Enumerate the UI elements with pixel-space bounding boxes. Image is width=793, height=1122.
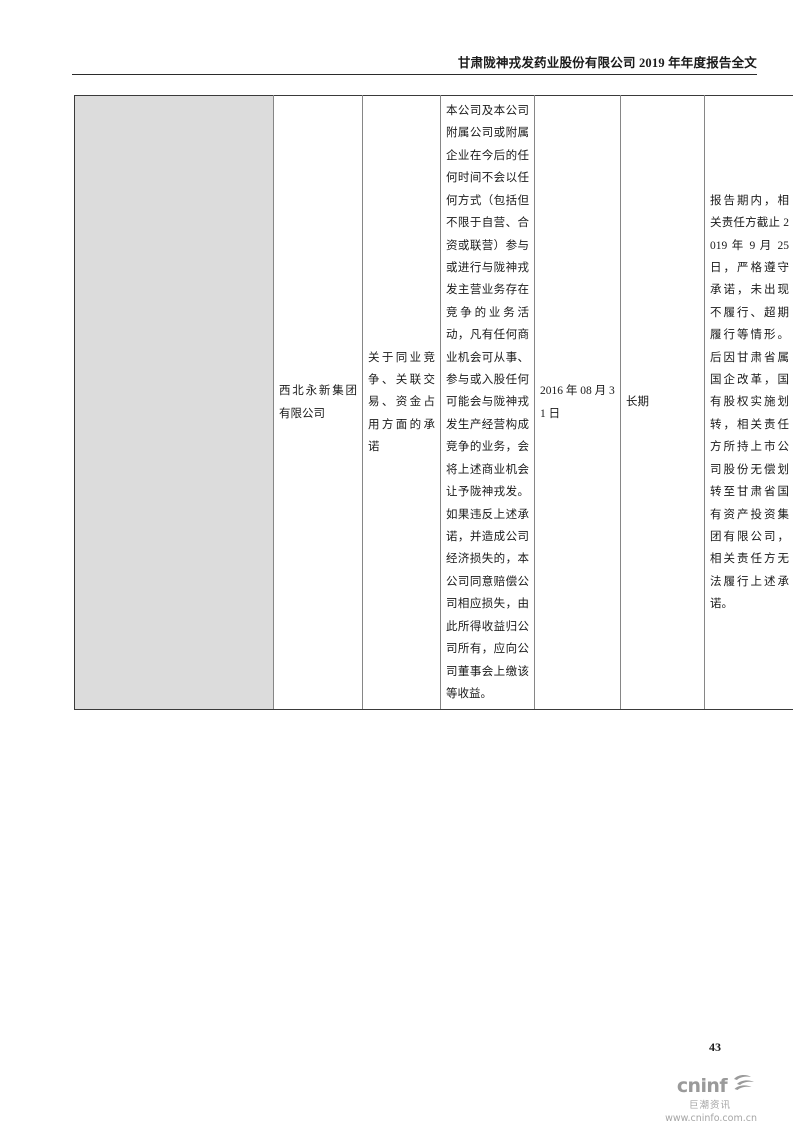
cninfo-logo: cninf 巨潮资讯 www.cninfo.com.cn <box>607 1073 757 1122</box>
table-cell-commitment-date: 2016 年 08 月 31 日 <box>534 94 621 711</box>
table-row: 西北永新集团有限公司 关于同业竞争、关联交易、资金占用方面的承诺 本公司及本公司… <box>74 94 793 711</box>
running-header-title: 甘肃陇神戎发药业股份有限公司 2019 年年度报告全文 <box>457 56 757 70</box>
logo-url: www.cninfo.com.cn <box>665 1113 757 1122</box>
page-number: 43 <box>709 1040 721 1054</box>
table-cell-commitment-type: 关于同业竞争、关联交易、资金占用方面的承诺 <box>362 94 441 711</box>
logo-chinese-name: 巨潮资讯 <box>688 1101 731 1111</box>
table-cell-commitment-term: 长期 <box>620 94 705 711</box>
header-rule-divider <box>72 74 757 75</box>
logo-wordmark: cninf <box>676 1075 728 1097</box>
table-cell-shaded-placeholder <box>74 94 274 711</box>
commitments-table: 西北永新集团有限公司 关于同业竞争、关联交易、资金占用方面的承诺 本公司及本公司… <box>74 94 793 711</box>
table-cell-commitment-content: 本公司及本公司附属公司或附属企业在今后的任何时间不会以任何方式（包括但不限于自营… <box>440 94 535 711</box>
logo-row: cninf <box>607 1073 757 1100</box>
table-cell-performance-status: 报告期内，相关责任方截止 2019 年 9 月 25 日，严格遵守承诺，未出现不… <box>704 94 793 711</box>
swirl-icon <box>731 1073 757 1100</box>
table-cell-commitment-party: 西北永新集团有限公司 <box>273 94 363 711</box>
